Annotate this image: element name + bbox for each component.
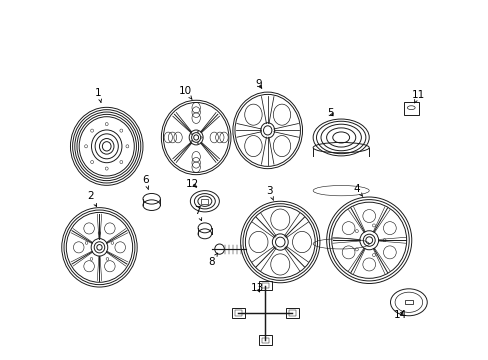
Text: 5: 5 [326,108,333,118]
Text: 3: 3 [266,186,273,201]
Text: 4: 4 [353,184,362,197]
Text: 2: 2 [87,191,97,207]
Text: 11: 11 [411,90,424,103]
Bar [403,102,418,115]
Text: 10: 10 [179,86,192,99]
Text: 1: 1 [95,88,102,102]
Text: 12: 12 [186,179,199,189]
Text: 13: 13 [250,283,264,293]
Text: 8: 8 [208,253,217,267]
Text: 7: 7 [193,206,201,221]
Text: 9: 9 [255,79,262,89]
Text: 6: 6 [142,175,148,189]
Text: 14: 14 [393,310,406,320]
